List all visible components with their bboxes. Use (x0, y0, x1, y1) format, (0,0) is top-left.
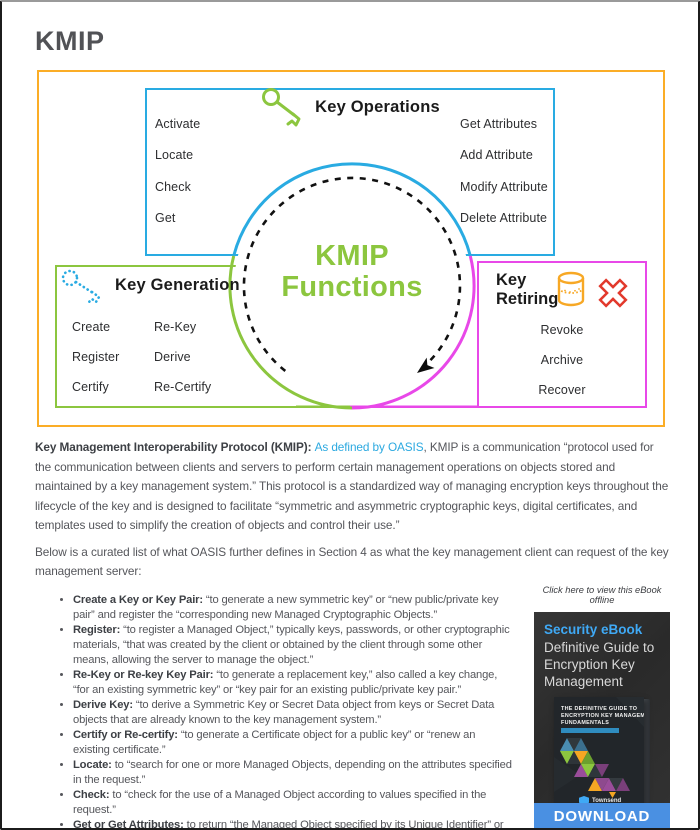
gen-item: Re-Key (154, 320, 197, 334)
intro-paragraph: Key Management Interoperability Protocol… (35, 438, 669, 536)
cover-triangle-mosaic (560, 737, 630, 798)
cover-accent-bar (561, 727, 619, 733)
page-title: KMIP (35, 26, 105, 56)
op-item: Activate (155, 117, 201, 131)
op-item: Modify Attribute (460, 180, 548, 194)
ret-item: Archive (540, 353, 584, 367)
ret-item: Recover (538, 383, 586, 397)
ret-item: Revoke (540, 323, 584, 337)
list-item: Create a Key or Key Pair: “to generate a… (73, 593, 514, 623)
key-retiring-title: Key Retiring (496, 271, 559, 308)
op-item: Add Attribute (460, 148, 533, 162)
op-item: Delete Attribute (460, 211, 548, 225)
gen-item: Derive (154, 350, 191, 364)
op-item: Locate (155, 148, 194, 162)
kmip-functions-label: KMIP Functions (281, 240, 423, 303)
oasis-link[interactable]: As defined by OASIS (314, 440, 424, 454)
ebook-offline-link[interactable]: Click here to view this eBook offline (542, 584, 662, 605)
gen-item: Certify (72, 380, 109, 394)
key-operations-header: Key Operations (145, 86, 555, 128)
op-item: Get (155, 211, 176, 225)
list-item: Check: to “check for the use of a Manage… (73, 788, 514, 818)
key-icon (262, 88, 301, 127)
gen-item: Create (72, 320, 111, 334)
list-item: Register: “to register a Managed Object,… (73, 623, 514, 668)
cover-title-line2: ENCRYPTION KEY MANAGEMENT (561, 713, 644, 719)
book-cover: THE DEFINITIVE GUIDE TO ENCRYPTION KEY M… (554, 696, 657, 810)
list-item: Certify or Re-certify: “to generate a Ce… (73, 728, 514, 758)
x-icon (595, 275, 631, 316)
ebook-cover: THE DEFINITIVE GUIDE TO ENCRYPTION KEY M… (554, 696, 657, 810)
book-cover-art: THE DEFINITIVE GUIDE TO ENCRYPTION KEY M… (554, 696, 657, 810)
book-spine (644, 698, 650, 809)
list-item: Derive Key: “to derive a Symmetric Key o… (73, 698, 514, 728)
key-generation-title: Key Generation (115, 275, 240, 294)
key-retiring-panel (477, 261, 647, 408)
dotted-key-icon (61, 269, 101, 304)
gen-item: Register (72, 350, 120, 364)
kmip-request-list: Create a Key or Key Pair: “to generate a… (56, 593, 514, 829)
cover-title-line1: THE DEFINITIVE GUIDE TO (561, 706, 637, 712)
list-item: Locate: to “search for one or more Manag… (73, 758, 514, 788)
ebook-title: Definitive Guide to Encryption Key Manag… (544, 639, 655, 689)
download-button[interactable]: DOWNLOAD (534, 802, 670, 828)
op-item: Check (155, 180, 191, 194)
list-and-sidebar-row: Create a Key or Key Pair: “to generate a… (35, 585, 670, 829)
database-icon (556, 271, 586, 314)
ebook-sidebar: Click here to view this eBook offline Se… (533, 584, 671, 828)
kmip-functions-diagram: KMIP Functions Key Operations Activate L… (37, 70, 665, 427)
ebook-promo-banner[interactable]: Security eBook Definitive Guide to Encry… (534, 611, 670, 828)
key-generation-header: Key Generation (60, 266, 240, 304)
list-item: Get or Get Attributes: to return “the Ma… (73, 818, 514, 829)
key-operations-title: Key Operations (315, 97, 440, 116)
intro-paragraph-text: , KMIP is a communication “protocol used… (35, 440, 669, 532)
kmip-definition-lead: Key Management Interoperability Protocol… (35, 440, 315, 454)
gen-item: Re-Certify (154, 380, 212, 394)
article-body: Key Management Interoperability Protocol… (35, 438, 670, 829)
ebook-label: Security eBook (544, 621, 643, 637)
list-intro-paragraph: Below is a curated list of what OASIS fu… (35, 544, 669, 579)
op-item: Get Attributes (460, 117, 538, 131)
diagram-labels: KMIP Functions Key Operations Activate L… (39, 72, 663, 425)
list-item: Re-Key or Re-key Key Pair: “to generate … (73, 668, 514, 698)
logo-name: Townsend (592, 798, 622, 804)
cover-title-line3: FUNDAMENTALS (561, 720, 609, 726)
